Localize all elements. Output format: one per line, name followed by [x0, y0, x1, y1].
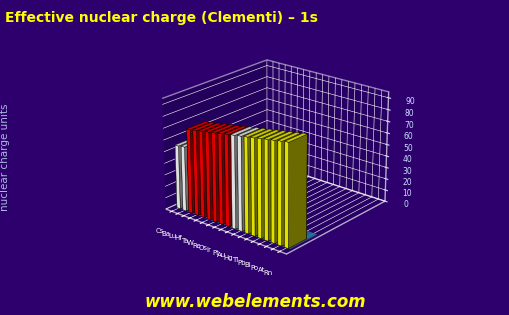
- Text: nuclear charge units: nuclear charge units: [0, 104, 10, 211]
- Text: www.webelements.com: www.webelements.com: [144, 293, 365, 312]
- Text: Effective nuclear charge (Clementi) – 1s: Effective nuclear charge (Clementi) – 1s: [5, 11, 317, 25]
